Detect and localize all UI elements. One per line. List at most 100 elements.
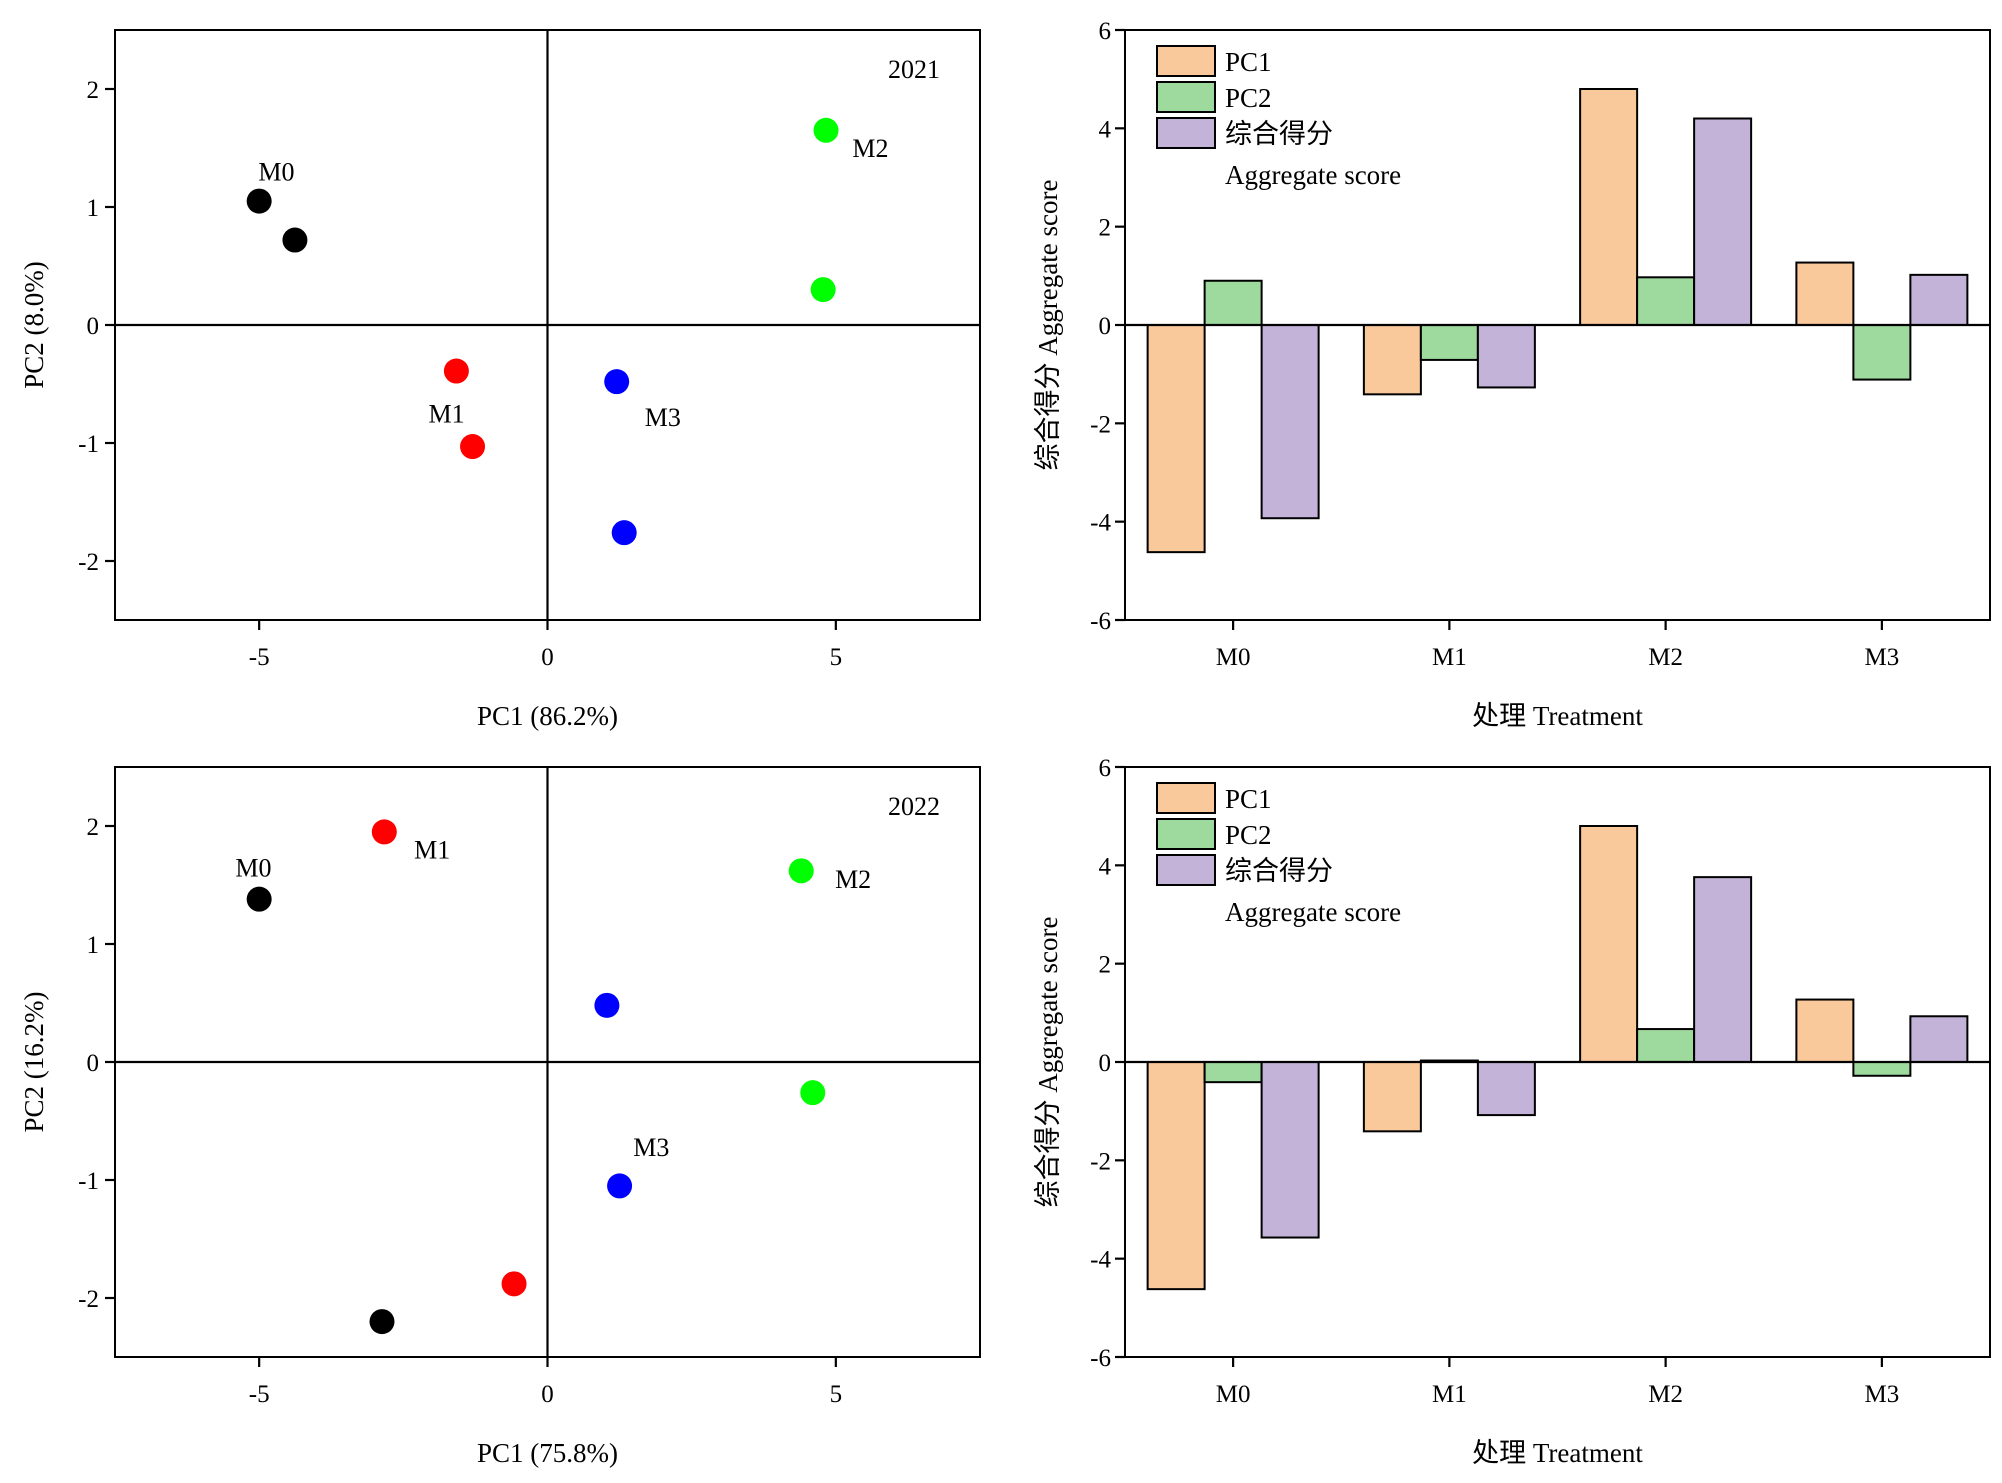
bar-M2-3 [1693,117,1753,326]
y-tick-label: 2 [1099,952,1112,979]
bar-M3-1 [1795,261,1855,326]
point-label-M0: M0 [258,158,294,187]
data-point-M0 [369,1309,395,1335]
y-tick-label: -2 [1090,411,1111,438]
y-tick-label: -4 [1090,1247,1111,1274]
bar-M1-1 [1362,324,1422,396]
scatter-panel-2022: 2 1 0 -1 -2 -5 0 5 PC1 (75.8%) PC2 (16.2%) 2022 M0 M… [19,766,981,1468]
point-label-M3: M3 [645,403,681,432]
data-point-M2 [810,277,836,303]
data-point-M1 [460,434,486,460]
legend: PC1 PC2 综合得分 Aggregate score [1156,45,1401,190]
legend: PC1 PC2 综合得分 Aggregate score [1156,782,1401,927]
bar-M0-1 [1146,1061,1206,1291]
legend-label-1: PC1 [1225,784,1272,814]
data-point-M2 [813,117,839,143]
x-tick-label: -5 [249,644,270,671]
bar-M3-3 [1909,273,1969,327]
data-point-M0 [282,227,308,253]
bar-M1-3 [1476,1061,1536,1117]
year-label: 2022 [888,792,940,821]
bar-M0-1 [1146,324,1206,554]
legend-label-2: PC2 [1225,83,1272,113]
point-label-M1: M1 [414,836,450,865]
bar-M2-3 [1693,876,1753,1064]
scatter-panel-2021: 2 1 0 -1 -2 -5 0 5 PC1 (86.2%) PC2 (8.0%) 2021 M0 M1… [19,29,981,731]
data-point-M1 [501,1271,527,1297]
y-tick-label: 1 [87,195,100,222]
y-tick-label: 4 [1099,116,1112,143]
bar-M0-2 [1203,1061,1263,1084]
y-axis-title: PC2 (8.0%) [19,261,49,389]
y-tick-label: 0 [87,313,100,340]
data-point-M0 [246,886,272,912]
x-axis-title: PC1 (75.8%) [477,1438,618,1468]
bar-M3-2 [1852,324,1912,381]
data-point-M3 [607,1173,633,1199]
x-tick-label: M3 [1865,644,1900,671]
legend-label-3: 综合得分 [1225,119,1333,149]
y-tick-label: 0 [1099,1050,1112,1077]
x-tick-label: M0 [1216,1381,1251,1408]
point-label-M2: M2 [852,134,888,163]
x-tick-label: 0 [541,1381,554,1408]
legend-label-3: 综合得分 [1225,856,1333,886]
legend-extra-line: Aggregate score [1225,897,1401,927]
x-tick-label: 5 [830,1381,843,1408]
y-tick-label: 0 [1099,313,1112,340]
bar-panel-3: M0 M1 M2 M3 6 4 2 0 -2 -4 -6 处理 Treatment 综合得分 Aggre… [1033,755,1991,1468]
y-tick-label: -4 [1090,510,1111,537]
x-tick-label: 0 [541,644,554,671]
y-tick-label: -6 [1090,608,1111,635]
bar-M3-1 [1795,998,1855,1064]
bar-M3-2 [1852,1061,1912,1077]
y-tick-label: -6 [1090,1345,1111,1372]
legend-swatch-2 [1156,81,1216,113]
bar-M1-2 [1419,324,1479,361]
bar-M3-3 [1909,1015,1969,1064]
y-tick-label: -2 [78,1286,99,1313]
legend-swatch-3 [1156,854,1216,886]
data-point-M2 [800,1080,826,1106]
bar-M0-3 [1260,324,1320,520]
bar-M2-1 [1579,825,1639,1063]
y-tick-label: 2 [1099,215,1112,242]
bar-M1-3 [1476,324,1536,389]
x-axis-title: PC1 (86.2%) [477,701,618,731]
point-label-M2: M2 [835,865,871,894]
x-tick-label: -5 [249,1381,270,1408]
x-axis-title: 处理 Treatment [1472,1438,1643,1468]
bar-M2-2 [1636,1028,1696,1064]
bar-M2-2 [1636,276,1696,326]
year-label: 2021 [888,55,940,84]
x-tick-label: M2 [1648,1381,1683,1408]
legend-label-1: PC1 [1225,47,1272,77]
legend-swatch-1 [1156,782,1216,814]
x-tick-label: M1 [1432,644,1467,671]
x-tick-label: M1 [1432,1381,1467,1408]
y-axis-title: 综合得分 Aggregate score [1033,180,1063,471]
legend-swatch-3 [1156,117,1216,149]
bar-M1-1 [1362,1061,1422,1133]
y-tick-label: 1 [87,932,100,959]
y-axis-title: PC2 (16.2%) [19,992,49,1133]
data-point-M1 [443,358,469,384]
y-tick-label: -2 [1090,1148,1111,1175]
y-tick-label: 2 [87,814,100,841]
y-tick-label: 4 [1099,853,1112,880]
point-label-M3: M3 [633,1133,669,1162]
y-tick-label: 0 [87,1050,100,1077]
y-tick-label: 6 [1099,18,1112,45]
data-point-M3 [594,992,620,1018]
bar-M0-2 [1203,279,1263,326]
point-label-M0: M0 [235,853,271,882]
y-tick-label: -1 [78,431,99,458]
data-point-M3 [611,520,637,546]
point-label-M1: M1 [429,400,465,429]
bar-panel-1: M0 M1 M2 M3 6 4 2 0 -2 -4 -6 处理 Treatment 综合得分 Aggre… [1033,18,1991,731]
x-tick-label: 5 [830,644,843,671]
data-point-M0 [246,188,272,214]
x-tick-label: M0 [1216,644,1251,671]
y-tick-label: -2 [78,549,99,576]
